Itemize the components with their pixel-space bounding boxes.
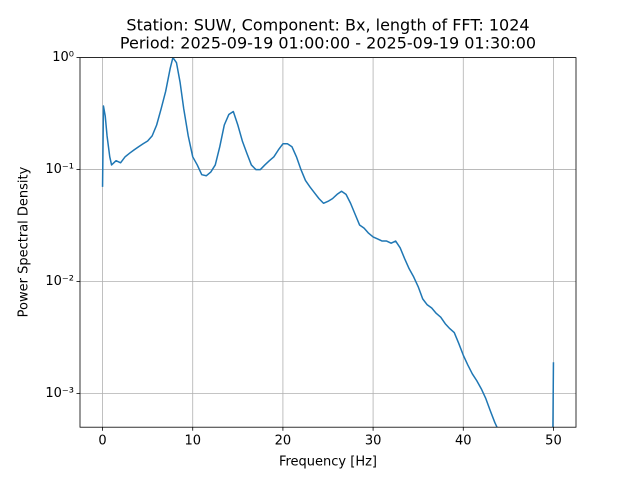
x-tick-label: 10 bbox=[184, 434, 201, 449]
y-axis-label: Power Spectral Density bbox=[17, 166, 32, 317]
x-tick-label: 20 bbox=[275, 434, 292, 449]
x-tick-label: 30 bbox=[365, 434, 382, 449]
plot: 0 10 20 30 40 50 10⁻³ 10⁻² 10⁻¹ 10⁰ bbox=[45, 50, 576, 449]
x-tick-label: 40 bbox=[455, 434, 472, 449]
x-tick-label: 0 bbox=[98, 434, 106, 449]
x-tick-label: 50 bbox=[545, 434, 562, 449]
data-line bbox=[101, 57, 555, 428]
x-axis-label: Frequency [Hz] bbox=[279, 455, 377, 470]
chart-title: Station: SUW, Component: Bx, length of F… bbox=[126, 16, 529, 35]
chart-title: Period: 2025-09-19 01:00:00 - 2025-09-19… bbox=[120, 34, 536, 53]
y-tick-label: 10⁻² bbox=[45, 274, 74, 289]
axes-frame bbox=[79, 57, 577, 428]
y-tick-label: 10⁻¹ bbox=[45, 162, 74, 177]
y-tick-label: 10⁻³ bbox=[45, 386, 74, 401]
y-tick-label: 10⁰ bbox=[52, 50, 74, 65]
